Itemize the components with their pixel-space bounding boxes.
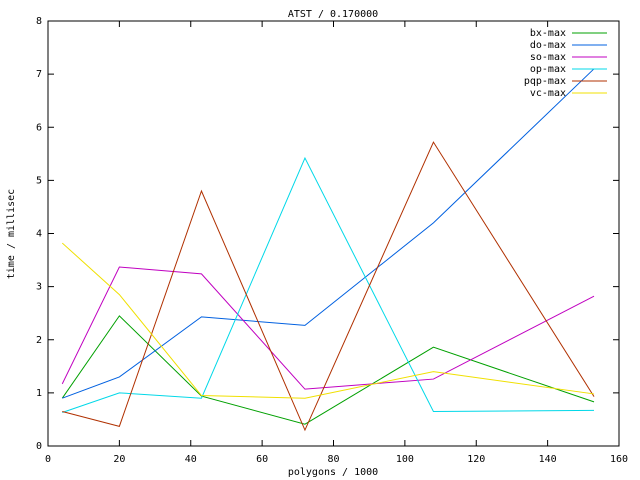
x-tick-label: 80 (327, 454, 339, 465)
y-tick-label: 4 (36, 229, 42, 240)
series-line (61, 242, 595, 399)
x-axis-label: polygons / 1000 (288, 467, 378, 478)
series-line (62, 68, 595, 399)
x-tick-label: 160 (610, 454, 628, 465)
y-tick-label: 7 (36, 69, 42, 80)
legend-label: do-max (530, 40, 566, 51)
series-line (61, 315, 595, 425)
series-line (61, 266, 595, 390)
x-tick-label: 0 (45, 454, 51, 465)
x-tick-label: 140 (539, 454, 557, 465)
y-tick-label: 8 (36, 16, 42, 27)
y-tick-label: 6 (36, 122, 42, 133)
legend-label: bx-max (530, 28, 566, 39)
y-tick-label: 1 (36, 388, 42, 399)
y-tick-label: 0 (36, 441, 42, 452)
x-tick-label: 20 (113, 454, 125, 465)
legend-label: op-max (530, 64, 566, 75)
x-tick-label: 100 (396, 454, 414, 465)
chart-title: ATST / 0.170000 (288, 9, 378, 20)
legend-label: so-max (530, 52, 566, 63)
legend-label: pqp-max (524, 76, 566, 87)
series-line (62, 156, 595, 414)
x-tick-label: 120 (467, 454, 485, 465)
series-line (62, 141, 595, 432)
x-tick-label: 40 (185, 454, 197, 465)
y-tick-label: 5 (36, 175, 42, 186)
legend-label: vc-max (530, 88, 566, 99)
x-tick-label: 60 (256, 454, 268, 465)
y-tick-label: 2 (36, 335, 42, 346)
y-axis-label: time / millisec (6, 189, 17, 279)
y-tick-label: 3 (36, 282, 42, 293)
